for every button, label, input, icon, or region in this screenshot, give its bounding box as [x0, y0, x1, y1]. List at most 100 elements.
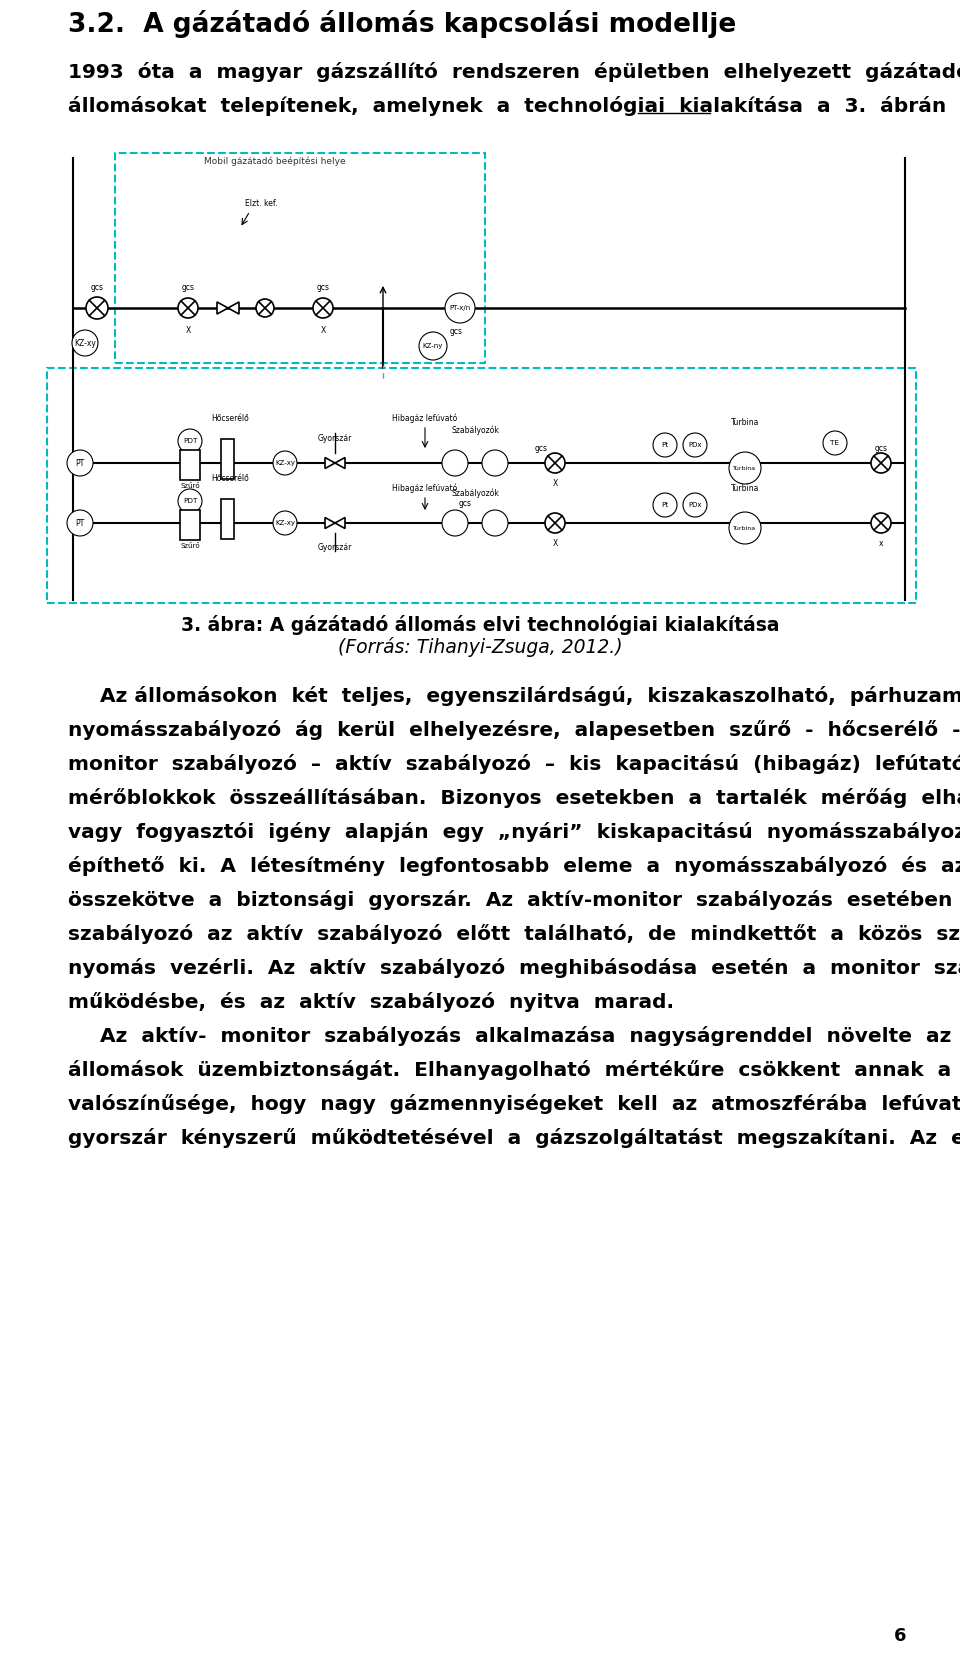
Polygon shape — [325, 458, 335, 468]
Circle shape — [653, 433, 677, 456]
Text: Pt: Pt — [661, 442, 668, 448]
Text: Mobil gázátadó beépítési helye: Mobil gázátadó beépítési helye — [204, 156, 346, 166]
Circle shape — [442, 510, 468, 536]
Text: KZ-ny: KZ-ny — [422, 344, 444, 349]
Bar — [47, 369, 916, 603]
Text: 6: 6 — [894, 1627, 906, 1645]
Text: X: X — [321, 325, 325, 335]
Circle shape — [729, 452, 761, 485]
Bar — [115, 153, 485, 364]
Text: gcs: gcs — [535, 443, 548, 453]
Text: gcs: gcs — [90, 282, 104, 292]
Circle shape — [683, 433, 707, 456]
Bar — [221, 438, 233, 480]
Text: PT-x/n: PT-x/n — [449, 305, 470, 310]
Text: Hibagáz lefúvató: Hibagáz lefúvató — [393, 483, 458, 493]
Text: gcs: gcs — [181, 282, 195, 292]
Text: mérőblokkok  összeállításában.  Bizonyos  esetekben  a  tartalék  mérőág  elhagy: mérőblokkok összeállításában. Bizonyos e… — [68, 788, 960, 808]
Circle shape — [178, 428, 202, 453]
Text: Pt: Pt — [661, 501, 668, 508]
Text: összekötve  a  biztonsági  gyorszár.  Az  aktív-monitor  szabályozás  esetében  : összekötve a biztonsági gyorszár. Az akt… — [68, 890, 960, 910]
Bar — [180, 450, 200, 480]
Text: Szabályozók: Szabályozók — [451, 488, 499, 498]
Text: gcs: gcs — [450, 327, 463, 335]
Polygon shape — [335, 518, 345, 528]
Polygon shape — [325, 518, 335, 528]
Text: Szűrő: Szűrő — [180, 483, 200, 490]
Text: Gyorszár: Gyorszár — [318, 543, 352, 553]
Text: nyomásszabályozó  ág  kerül  elhelyezésre,  alapesetben  szűrő  -  hőcserélő  - : nyomásszabályozó ág kerül elhelyezésre, … — [68, 720, 960, 740]
Text: PDx: PDx — [688, 501, 702, 508]
Circle shape — [313, 299, 333, 319]
Circle shape — [482, 450, 508, 476]
Text: szabályozó  az  aktív  szabályozó  előtt  található,  de  mindkettőt  a  közös  : szabályozó az aktív szabályozó előtt tal… — [68, 925, 960, 945]
Text: KZ-xy: KZ-xy — [74, 339, 96, 347]
Text: Turbina: Turbina — [731, 485, 759, 493]
Text: 1993  óta  a  magyar  gázszállító  rendszeren  épületben  elhelyezett  gázátadó: 1993 óta a magyar gázszállító rendszeren… — [68, 61, 960, 81]
Circle shape — [178, 490, 202, 513]
Polygon shape — [335, 458, 345, 468]
Polygon shape — [217, 302, 228, 314]
Text: gcs: gcs — [317, 282, 329, 292]
Text: KZ-xy: KZ-xy — [275, 460, 295, 466]
Circle shape — [871, 513, 891, 533]
Text: Az  aktív-  monitor  szabályozás  alkalmazása  nagyságrenddel  növelte  az  új: Az aktív- monitor szabályozás alkalmazás… — [100, 1026, 960, 1046]
Circle shape — [256, 299, 274, 317]
Text: Szűrő: Szűrő — [180, 543, 200, 549]
Text: TE: TE — [830, 440, 839, 447]
Bar — [180, 510, 200, 540]
Circle shape — [419, 332, 447, 360]
Text: működésbe,  és  az  aktív  szabályozó  nyitva  marad.: működésbe, és az aktív szabályozó nyitva… — [68, 993, 674, 1013]
Text: PDT: PDT — [182, 438, 197, 443]
Text: PT: PT — [76, 458, 84, 468]
Circle shape — [445, 294, 475, 324]
Circle shape — [871, 453, 891, 473]
Text: monitor  szabályozó  –  aktív  szabályozó  –  kis  kapacitású  (hibagáz)  lefúta: monitor szabályozó – aktív szabályozó – … — [68, 754, 960, 774]
Circle shape — [823, 432, 847, 455]
Circle shape — [67, 510, 93, 536]
Text: X: X — [185, 325, 191, 335]
Text: PT: PT — [76, 518, 84, 528]
Text: x: x — [878, 540, 883, 548]
Text: X: X — [552, 480, 558, 488]
Text: gcs: gcs — [459, 500, 471, 508]
Text: nyomás  vezérli.  Az  aktív  szabályozó  meghibásodása  esetén  a  monitor  szab: nyomás vezérli. Az aktív szabályozó megh… — [68, 958, 960, 978]
Circle shape — [273, 511, 297, 535]
Text: Turbina: Turbina — [733, 526, 756, 531]
Circle shape — [683, 493, 707, 516]
Text: építhető  ki.  A  létesítmény  legfontosabb  eleme  a  nyomásszabályozó  és  azz: építhető ki. A létesítmény legfontosabb … — [68, 857, 960, 876]
Text: X: X — [552, 540, 558, 548]
Text: PDT: PDT — [182, 498, 197, 505]
Circle shape — [86, 297, 108, 319]
Text: Hibagáz lefúvató: Hibagáz lefúvató — [393, 413, 458, 423]
Circle shape — [482, 510, 508, 536]
Circle shape — [67, 450, 93, 476]
Text: 3. ábra: A gázátadó állomás elvi technológiai kialakítása: 3. ábra: A gázátadó állomás elvi technol… — [180, 614, 780, 636]
Text: 3.2.  A gázátadó állomás kapcsolási modellje: 3.2. A gázátadó állomás kapcsolási model… — [68, 10, 736, 38]
Circle shape — [545, 453, 565, 473]
Circle shape — [178, 299, 198, 319]
Text: vagy  fogyasztói  igény  alapján  egy  „nyári”  kiskapacitású  nyomásszabályozó : vagy fogyasztói igény alapján egy „nyári… — [68, 822, 960, 842]
Text: PDx: PDx — [688, 442, 702, 448]
Circle shape — [653, 493, 677, 516]
Text: gcs: gcs — [875, 443, 887, 453]
Text: (Forrás: Tihanyi-Zsuga, 2012.): (Forrás: Tihanyi-Zsuga, 2012.) — [338, 637, 622, 657]
Text: gyorszár  kényszerű  működtetésével  a  gázszolgáltatást  megszakítani.  Az  elő: gyorszár kényszerű működtetésével a gázs… — [68, 1129, 960, 1149]
Text: Elzt. kef.: Elzt. kef. — [245, 199, 277, 208]
Text: Hőcserélő: Hőcserélő — [211, 475, 249, 483]
Text: Hőcserélő: Hőcserélő — [211, 413, 249, 423]
Text: Turbina: Turbina — [733, 465, 756, 470]
Circle shape — [729, 511, 761, 544]
Text: Az állomásokon  két  teljes,  egyenszilárdságú,  kiszakaszolható,  párhuzamos: Az állomásokon két teljes, egyenszilárds… — [100, 686, 960, 706]
Text: KZ-xy: KZ-xy — [275, 520, 295, 526]
Circle shape — [72, 330, 98, 355]
Text: Gyorszár: Gyorszár — [318, 433, 352, 443]
Polygon shape — [228, 302, 239, 314]
Circle shape — [273, 452, 297, 475]
Text: valószínűsége,  hogy  nagy  gázmennyiségeket  kell  az  atmoszférába  lefúvatni,: valószínűsége, hogy nagy gázmennyiségeke… — [68, 1094, 960, 1114]
Text: Turbina: Turbina — [731, 418, 759, 427]
Text: állomásokat  telepítenek,  amelynek  a  technológiai  kialakítása  a  3.  ábrán : állomásokat telepítenek, amelynek a tech… — [68, 96, 960, 116]
Circle shape — [442, 450, 468, 476]
Bar — [221, 500, 233, 540]
Text: állomások  üzembiztonságát.  Elhanyagolható  mértékűre  csökkent  annak  a: állomások üzembiztonságát. Elhanyagolhat… — [68, 1061, 951, 1081]
